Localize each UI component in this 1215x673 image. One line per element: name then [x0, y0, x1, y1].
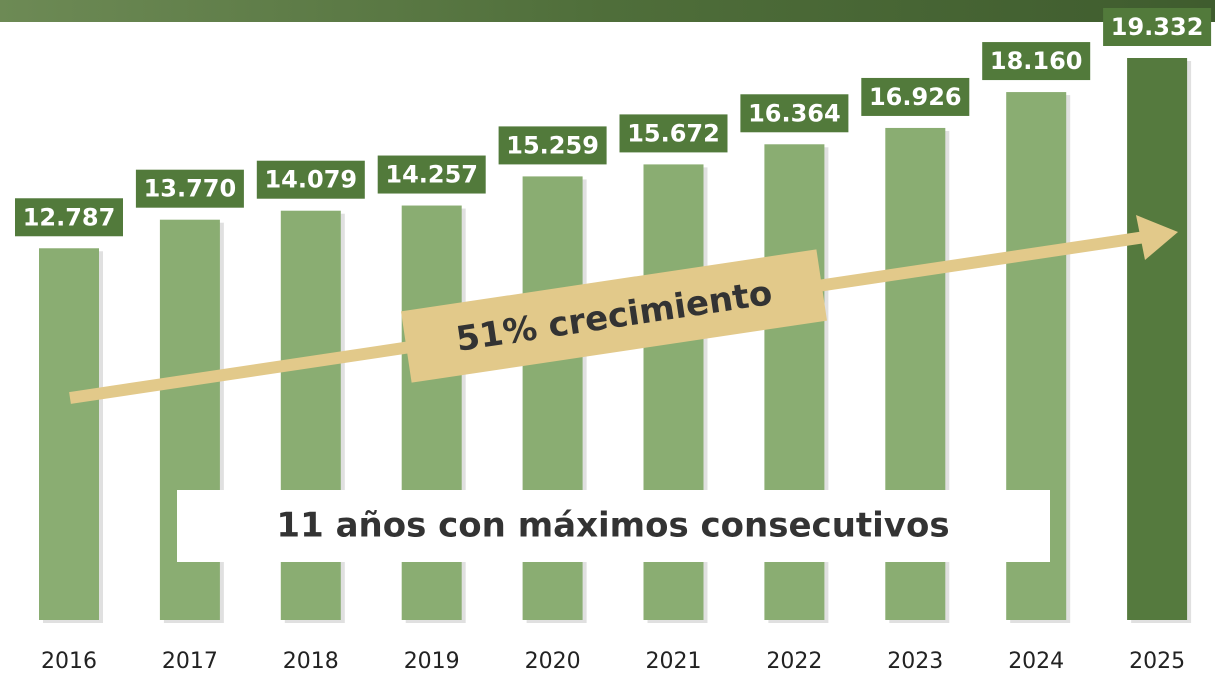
value-label: 16.364 [748, 99, 841, 127]
value-label: 18.160 [990, 47, 1083, 75]
x-tick-label: 2021 [646, 649, 702, 673]
value-label: 16.926 [869, 83, 962, 111]
x-tick-label: 2016 [41, 649, 97, 673]
value-label-box [861, 77, 970, 116]
value-label: 13.770 [144, 175, 237, 203]
x-tick-label: 2019 [404, 649, 460, 673]
bar [39, 248, 99, 620]
x-tick-label: 2018 [283, 649, 339, 673]
value-label-box [377, 155, 486, 194]
value-label: 19.332 [1111, 13, 1204, 41]
note-text: 11 años con máximos consecutivos [276, 506, 949, 546]
header-band [0, 0, 1215, 22]
value-label-box [498, 126, 607, 165]
bar [1127, 58, 1188, 620]
value-label-box [982, 42, 1091, 81]
value-label-box [256, 160, 365, 199]
x-tick-label: 2025 [1129, 649, 1185, 673]
x-tick-label: 2020 [525, 649, 581, 673]
value-label: 15.672 [627, 119, 720, 147]
x-tick-label: 2017 [162, 649, 218, 673]
value-label-box [135, 169, 244, 208]
value-label-box [740, 94, 849, 133]
value-label: 12.787 [23, 203, 116, 231]
x-tick-label: 2023 [887, 649, 943, 673]
value-label-box [619, 114, 728, 153]
value-label: 14.079 [264, 166, 357, 194]
value-label-box [1103, 8, 1212, 46]
x-tick-label: 2024 [1008, 649, 1064, 673]
note-box [177, 490, 1050, 562]
value-label-box [15, 198, 123, 237]
x-tick-label: 2022 [766, 649, 822, 673]
value-label: 15.259 [506, 131, 599, 159]
value-label: 14.257 [385, 161, 478, 189]
